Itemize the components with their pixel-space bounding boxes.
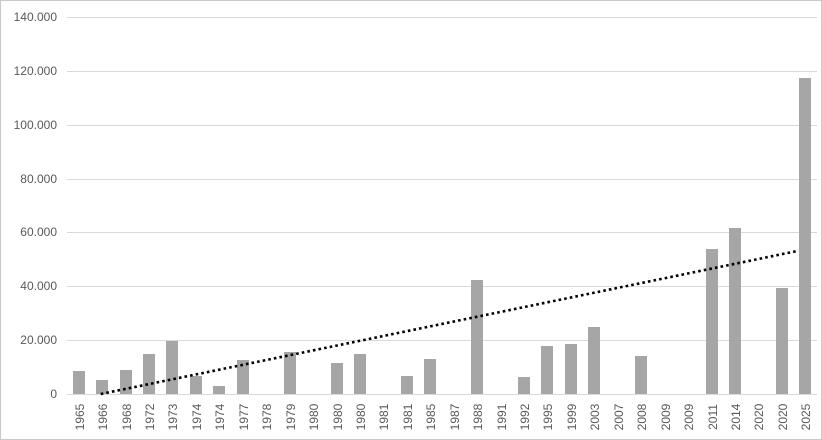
x-axis-tick-label: 2025: [799, 403, 814, 431]
gridline: [67, 179, 817, 180]
y-axis-tick-label: 120.000: [13, 64, 57, 78]
gridline: [67, 340, 817, 341]
gridline: [67, 125, 817, 126]
bar-2014: [728, 227, 741, 394]
y-axis-tick-label: 20.000: [20, 333, 57, 347]
x-axis-tick-label: 1980: [307, 403, 322, 431]
bar-1979: [283, 351, 296, 394]
gridline: [67, 394, 817, 395]
x-axis-tick-label: 1992: [518, 403, 533, 431]
x-axis-tick-label: 2008: [635, 403, 650, 431]
x-axis-tick-label: 1988: [471, 403, 486, 431]
bar-1981: [400, 375, 413, 394]
bar-1980: [353, 353, 366, 394]
x-axis-tick-label: 1974: [189, 403, 204, 431]
x-axis-tick-label: 2020: [752, 403, 767, 431]
gridline: [67, 17, 817, 18]
x-axis-tick-label: 2020: [775, 403, 790, 431]
x-axis-tick-label: 1978: [260, 403, 275, 431]
y-axis-tick-label: 60.000: [20, 225, 57, 239]
bar-1972: [143, 354, 156, 394]
x-axis-tick-label: 1968: [119, 403, 134, 431]
x-axis-tick-label: 1972: [143, 403, 158, 431]
bar-1999: [564, 344, 577, 394]
x-axis-tick-label: 2009: [682, 403, 697, 431]
x-axis-tick-label: 1979: [283, 403, 298, 431]
bar-1995: [541, 345, 554, 394]
bar-1973: [166, 341, 179, 394]
gridline: [67, 286, 817, 287]
x-axis-tick-label: 1980: [353, 403, 368, 431]
x-axis-tick-label: 2014: [728, 403, 743, 431]
bar-2011: [705, 248, 718, 394]
gridline: [67, 232, 817, 233]
y-axis-tick-label: 0: [50, 387, 57, 401]
bar-1985: [424, 358, 437, 394]
bar-1980: [330, 363, 343, 394]
x-axis-tick-label: 2007: [611, 403, 626, 431]
bar-1977: [236, 360, 249, 394]
x-axis-tick-label: 1980: [330, 403, 345, 431]
bar-1968: [119, 369, 132, 394]
x-axis-tick-label: 2003: [588, 403, 603, 431]
bar-1974: [189, 375, 202, 394]
x-axis-tick-label: 1985: [424, 403, 439, 431]
x-axis-tick-label: 1995: [541, 403, 556, 431]
x-axis-tick-label: 1987: [447, 403, 462, 431]
bar-2003: [588, 326, 601, 394]
bar-2025: [799, 78, 812, 394]
x-axis-tick-label: 2011: [705, 404, 720, 430]
y-axis-tick-label: 80.000: [20, 172, 57, 186]
bar-2020: [775, 288, 788, 394]
x-axis-tick-label: 1981: [377, 403, 392, 431]
x-axis-tick-label: 1977: [236, 403, 251, 431]
x-axis-tick-label: 1965: [72, 403, 87, 431]
x-axis-tick-label: 1974: [213, 403, 228, 431]
x-axis-tick-label: 1981: [400, 403, 415, 431]
y-axis-tick-label: 40.000: [20, 279, 57, 293]
x-axis-tick-label: 1966: [96, 403, 111, 431]
x-axis-tick-label: 1999: [564, 403, 579, 431]
bar-1965: [72, 371, 85, 394]
bar-1992: [518, 376, 531, 394]
x-axis-tick-label: 1991: [494, 403, 509, 431]
x-axis-tick-label: 2009: [658, 403, 673, 431]
y-axis-tick-label: 100.000: [13, 118, 57, 132]
bar-2008: [635, 355, 648, 394]
x-axis-tick-label: 1973: [166, 403, 181, 431]
bar-1966: [96, 379, 109, 394]
bar-1974: [213, 386, 226, 394]
bar-1988: [471, 280, 484, 394]
gridline: [67, 71, 817, 72]
y-axis-tick-label: 140.000: [13, 10, 57, 24]
